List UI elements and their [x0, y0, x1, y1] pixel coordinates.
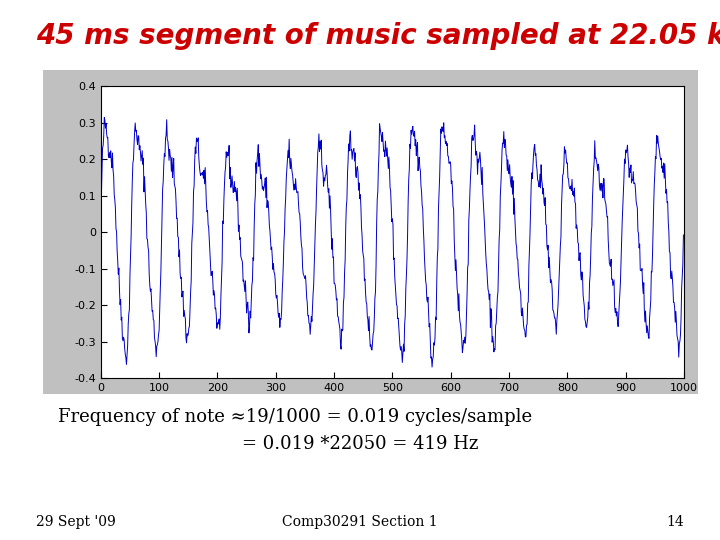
Text: Comp30291 Section 1: Comp30291 Section 1 — [282, 515, 438, 529]
Text: 29 Sept '09: 29 Sept '09 — [36, 515, 116, 529]
Text: 45 ms segment of music sampled at 22.05 kHz: 45 ms segment of music sampled at 22.05 … — [36, 22, 720, 50]
Text: Frequency of note ≈19/1000 = 0.019 cycles/sample: Frequency of note ≈19/1000 = 0.019 cycle… — [58, 408, 532, 426]
Text: = 0.019 *22050 = 419 Hz: = 0.019 *22050 = 419 Hz — [242, 435, 478, 453]
Text: 14: 14 — [666, 515, 684, 529]
